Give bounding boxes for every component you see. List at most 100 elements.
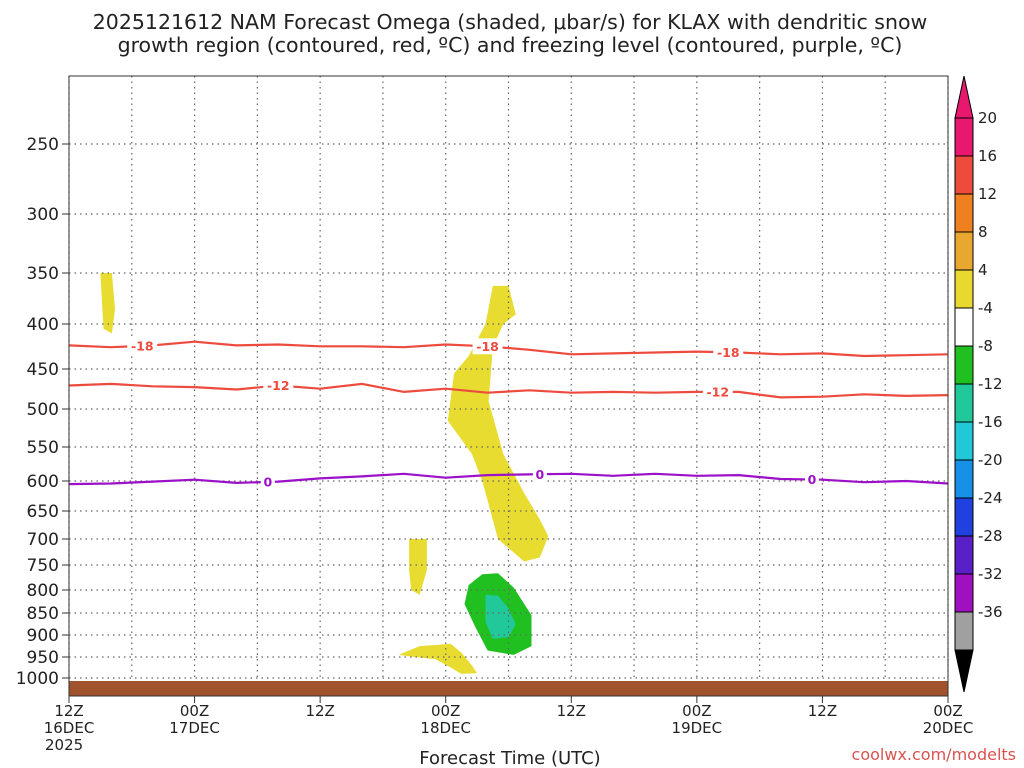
contour--12: -12 -12 xyxy=(68,377,949,400)
ytick-label-750: 750 xyxy=(27,556,59,576)
ytick-label-850: 850 xyxy=(27,604,59,624)
omega-region-4 xyxy=(398,643,478,674)
colorbar-label--28: -28 xyxy=(978,527,1003,545)
xtick-label-2-1: 12Z xyxy=(305,702,334,720)
xtick-label-1-1: 00Z xyxy=(180,702,209,720)
contour-line-0 xyxy=(68,472,949,486)
contour-label--12-1: -12 xyxy=(267,378,290,393)
ytick-label-950: 950 xyxy=(27,648,59,668)
contour-label-bg xyxy=(260,473,275,490)
colorbar-swatch--8 xyxy=(954,345,974,385)
ytick-label-450: 450 xyxy=(27,360,59,380)
colorbar-swatch--4 xyxy=(954,307,974,347)
colorbar-swatch-12 xyxy=(954,193,974,233)
contour--18: -18 -18 -18 xyxy=(68,337,949,361)
xtick-label-4-1: 12Z xyxy=(557,702,586,720)
colorbar-bottom-arrow xyxy=(954,649,974,693)
colorbar-label--24: -24 xyxy=(978,489,1003,507)
colorbar-label--16: -16 xyxy=(978,413,1003,431)
colorbar-swatch--36 xyxy=(954,611,974,651)
colorbar-label-12: 12 xyxy=(978,185,997,203)
credit-text: coolwx.com/modelts xyxy=(852,745,1016,764)
omega-region-1 xyxy=(100,273,115,334)
ytick-label-400: 400 xyxy=(27,315,59,335)
colorbar-swatch-8 xyxy=(954,231,974,271)
contour-label-bg xyxy=(532,466,547,483)
xtick-label-7-2: 20DEC xyxy=(923,719,974,737)
contour-label-bg xyxy=(263,377,294,394)
contour-label-0-1: 0 xyxy=(263,474,272,489)
omega-region-6 xyxy=(485,594,516,639)
colorbar-top-arrow xyxy=(954,75,974,119)
contour-line--18 xyxy=(68,340,949,358)
xtick-label-3-2: 18DEC xyxy=(420,719,471,737)
colorbar-swatch-16 xyxy=(954,155,974,195)
ytick-label-300: 300 xyxy=(27,205,59,225)
contour-label-bg xyxy=(713,344,744,361)
plot-frame xyxy=(68,75,949,697)
xtick-label-0-1: 12Z xyxy=(54,702,83,720)
colorbar-label--8: -8 xyxy=(978,337,993,355)
contour-label-0-3: 0 xyxy=(808,472,817,487)
colorbar-swatch--32 xyxy=(954,573,974,613)
x-axis-label: Forecast Time (UTC) xyxy=(419,748,600,768)
colorbar-label-8: 8 xyxy=(978,223,988,241)
xtick-label-5-1: 00Z xyxy=(682,702,711,720)
colorbar: 20 16 12 8 4 -4 -8 -12 -16 -20 -24 -28 -32 -36 xyxy=(954,75,1003,693)
ytick-label-600: 600 xyxy=(27,472,59,492)
xtick-label-3-1: 00Z xyxy=(431,702,460,720)
ytick-label-800: 800 xyxy=(27,581,59,601)
colorbar-swatch--20 xyxy=(954,459,974,499)
xtick-label-6-1: 12Z xyxy=(808,702,837,720)
colorbar-label--36: -36 xyxy=(978,603,1003,621)
xtick-label-1-2: 17DEC xyxy=(169,719,220,737)
ytick-label-350: 350 xyxy=(27,264,59,284)
contour-label-bg xyxy=(804,471,819,488)
surface-layer xyxy=(69,681,948,696)
ytick-label-250: 250 xyxy=(27,135,59,155)
colorbar-swatch--16 xyxy=(954,421,974,461)
contour-label-bg xyxy=(472,338,503,355)
xtick-label-5-2: 19DEC xyxy=(672,719,723,737)
contour-label--18-1: -18 xyxy=(131,338,154,353)
contour-label--12-2: -12 xyxy=(706,384,729,399)
ytick-label-900: 900 xyxy=(27,626,59,646)
chart-title-line-2: growth region (contoured, red, ºC) and f… xyxy=(118,33,903,57)
omega-shading-layer xyxy=(100,273,549,674)
grid-layer xyxy=(68,76,949,696)
contour-label--18-3: -18 xyxy=(717,345,740,360)
ytick-label-700: 700 xyxy=(27,530,59,550)
contour-layer: -18 -18 -18 -12 -12 0 0 0 xyxy=(68,337,949,490)
colorbar-label--32: -32 xyxy=(978,565,1003,583)
colorbar-swatch--28 xyxy=(954,535,974,575)
y-axis-ticks: 2503003504004505005506006507007508008509… xyxy=(16,135,69,689)
contour-0: 0 0 0 xyxy=(68,466,949,490)
xtick-label-0-3: 2025 xyxy=(45,736,83,754)
xtick-label-7-1: 00Z xyxy=(933,702,962,720)
contour-label-bg xyxy=(127,337,158,354)
colorbar-swatch--24 xyxy=(954,497,974,537)
colorbar-label-4: 4 xyxy=(978,261,988,279)
colorbar-swatch-4 xyxy=(954,269,974,309)
ytick-label-500: 500 xyxy=(27,400,59,420)
xtick-label-0-2: 16DEC xyxy=(44,719,95,737)
colorbar-label--20: -20 xyxy=(978,451,1003,469)
contour-label-bg xyxy=(702,383,733,400)
ground-surface xyxy=(69,681,948,696)
colorbar-label--4: -4 xyxy=(978,299,993,317)
colorbar-swatch--12 xyxy=(954,383,974,423)
omega-region-3 xyxy=(409,539,427,595)
contour-line--12 xyxy=(68,382,949,399)
ytick-label-1000: 1000 xyxy=(16,669,59,689)
ytick-label-650: 650 xyxy=(27,502,59,522)
colorbar-label-20: 20 xyxy=(978,109,997,127)
omega-region-2 xyxy=(447,285,549,562)
contour-label-0-2: 0 xyxy=(536,467,545,482)
colorbar-label-16: 16 xyxy=(978,147,997,165)
colorbar-swatch-20 xyxy=(954,117,974,157)
ytick-label-550: 550 xyxy=(27,438,59,458)
chart-title-line-1: 2025121612 NAM Forecast Omega (shaded, μ… xyxy=(93,10,928,34)
colorbar-label--12: -12 xyxy=(978,375,1003,393)
